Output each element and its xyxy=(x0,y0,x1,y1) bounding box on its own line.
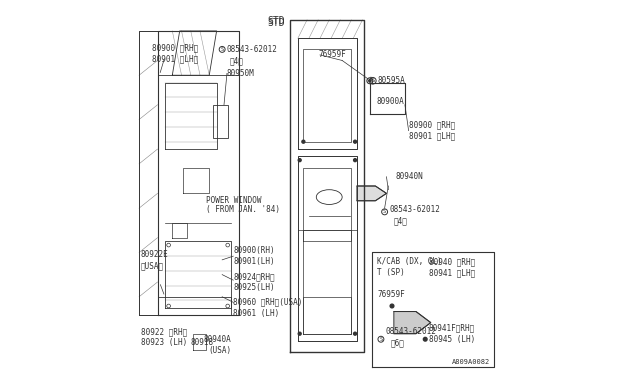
Polygon shape xyxy=(394,311,431,334)
Polygon shape xyxy=(357,186,387,201)
Circle shape xyxy=(298,332,301,335)
Text: 80922 〈RH〉: 80922 〈RH〉 xyxy=(141,327,187,336)
Text: 08543-62012: 08543-62012 xyxy=(389,205,440,215)
Text: 80595A: 80595A xyxy=(377,76,405,85)
Circle shape xyxy=(353,159,356,161)
Text: 80900(RH): 80900(RH) xyxy=(233,246,275,255)
Text: 80960 〈RH〉(USA): 80960 〈RH〉(USA) xyxy=(233,298,303,307)
Text: 〈6〉: 〈6〉 xyxy=(390,339,404,347)
Text: K/CAB (DX, GL): K/CAB (DX, GL) xyxy=(377,257,442,266)
Text: 08543-62012: 08543-62012 xyxy=(227,45,278,54)
Text: POWER WINDOW: POWER WINDOW xyxy=(205,196,261,205)
Text: 80950M: 80950M xyxy=(227,69,255,78)
Text: 80961 (LH): 80961 (LH) xyxy=(233,309,280,318)
Text: 80945 (LH): 80945 (LH) xyxy=(429,335,475,344)
Text: STD: STD xyxy=(267,18,285,28)
Text: 80941 〈LH〉: 80941 〈LH〉 xyxy=(429,268,475,277)
Text: 〈4〉: 〈4〉 xyxy=(230,56,243,65)
Text: 76959F: 76959F xyxy=(377,291,405,299)
Text: 08543-62012: 08543-62012 xyxy=(386,327,436,336)
Text: 80900 〈RH〉: 80900 〈RH〉 xyxy=(408,121,455,129)
Text: 80940N: 80940N xyxy=(396,172,424,181)
Text: S: S xyxy=(383,209,386,214)
Text: 〈4〉: 〈4〉 xyxy=(394,217,408,225)
Circle shape xyxy=(424,337,427,341)
Text: 80925(LH): 80925(LH) xyxy=(233,283,275,292)
Text: S: S xyxy=(221,47,224,52)
Text: 80940A: 80940A xyxy=(204,335,232,344)
Text: 80901(LH): 80901(LH) xyxy=(233,257,275,266)
Text: 80918: 80918 xyxy=(191,339,214,347)
Circle shape xyxy=(390,304,394,308)
Circle shape xyxy=(353,140,356,143)
Text: A809A0082: A809A0082 xyxy=(452,359,490,365)
Text: 80900A: 80900A xyxy=(376,97,404,106)
Text: 80922E: 80922E xyxy=(141,250,169,259)
Circle shape xyxy=(298,159,301,161)
Text: STD: STD xyxy=(267,16,285,26)
Text: 80941F〈RH〉: 80941F〈RH〉 xyxy=(429,324,475,333)
Text: 80900 〈RH〉: 80900 〈RH〉 xyxy=(152,43,198,52)
Text: T (SP): T (SP) xyxy=(377,268,405,277)
Text: S: S xyxy=(371,78,374,83)
Text: 80924〈RH〉: 80924〈RH〉 xyxy=(233,272,275,281)
Text: S: S xyxy=(380,337,383,342)
Text: 80901 〈LH〉: 80901 〈LH〉 xyxy=(152,54,198,63)
Text: 80940 〈RH〉: 80940 〈RH〉 xyxy=(429,257,475,266)
Text: 〈USA〉: 〈USA〉 xyxy=(141,261,164,270)
Text: 80901 〈LH〉: 80901 〈LH〉 xyxy=(408,132,455,141)
Text: (USA): (USA) xyxy=(209,346,232,355)
Circle shape xyxy=(302,140,305,143)
Text: ( FROM JAN. '84): ( FROM JAN. '84) xyxy=(205,205,280,215)
Circle shape xyxy=(353,332,356,335)
Text: 76959F: 76959F xyxy=(318,51,346,60)
Text: 80923 (LH): 80923 (LH) xyxy=(141,339,187,347)
Circle shape xyxy=(369,80,371,82)
